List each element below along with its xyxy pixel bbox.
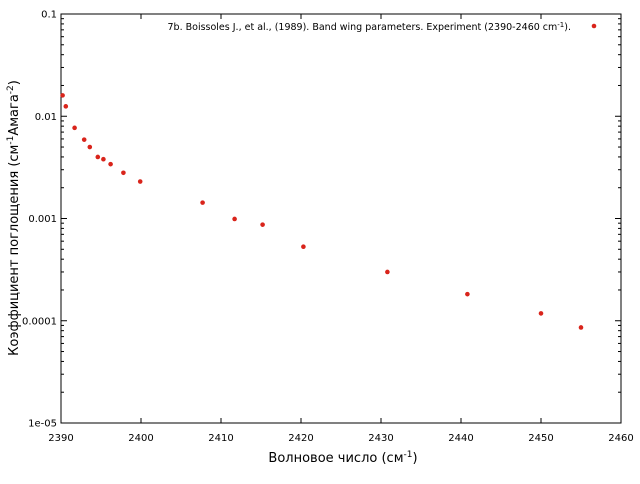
y-axis-label: Коэффициент поглощения (см-1Амага-2): [6, 80, 22, 356]
x-tick-label: 2440: [448, 433, 473, 444]
y-tick-label: 0.001: [28, 214, 57, 225]
data-point: [137, 179, 143, 184]
y-axis: 1e-05 0.0001 0.001 0.01 0.1: [22, 10, 621, 430]
data-point: [232, 216, 237, 222]
x-tick-label: 2420: [288, 433, 313, 444]
data-point: [101, 156, 106, 162]
y-tick-label: 0.1: [41, 10, 57, 21]
x-axis: 2390 2400 2410 2420 2430 2440 2450 2460: [48, 14, 634, 444]
data-point: [260, 222, 265, 227]
data-point: [385, 269, 390, 275]
x-tick-label: 2460: [608, 433, 633, 444]
x-tick-label: 2430: [368, 433, 393, 444]
data-point: [301, 244, 306, 249]
x-tick-label: 2400: [128, 433, 153, 444]
data-point: [578, 325, 584, 330]
y-axis-label-sup2: -2: [6, 85, 16, 94]
data-point: [538, 311, 544, 316]
plot-frame: [60, 13, 622, 424]
data-point: [63, 104, 69, 109]
data-point: [95, 154, 101, 160]
x-tick-label: 2410: [208, 433, 233, 444]
x-tick-label: 2450: [528, 433, 553, 444]
data-point: [72, 125, 77, 131]
series-points: [60, 93, 584, 330]
x-tick-label: 2390: [48, 433, 73, 444]
data-point: [465, 291, 470, 297]
y-tick-label: 0.0001: [22, 316, 57, 327]
legend-label-sup: -1: [557, 21, 564, 29]
data-point: [200, 200, 205, 205]
y-tick-label: 1e-05: [28, 419, 57, 430]
y-tick-label: 0.01: [35, 112, 57, 123]
x-axis-label: Волновое число (см-1): [268, 450, 417, 466]
data-point: [121, 170, 126, 176]
x-axis-label-sup: -1: [404, 450, 413, 460]
data-point: [87, 144, 93, 150]
data-point: [81, 137, 87, 142]
legend-label: 7b. Boissoles J., et al., (1989). Band w…: [168, 21, 572, 33]
data-point: [108, 161, 113, 167]
data-point: [60, 93, 65, 98]
legend-marker: [591, 23, 597, 29]
legend: 7b. Boissoles J., et al., (1989). Band w…: [168, 21, 597, 33]
y-axis-label-sup1: -1: [6, 136, 16, 145]
